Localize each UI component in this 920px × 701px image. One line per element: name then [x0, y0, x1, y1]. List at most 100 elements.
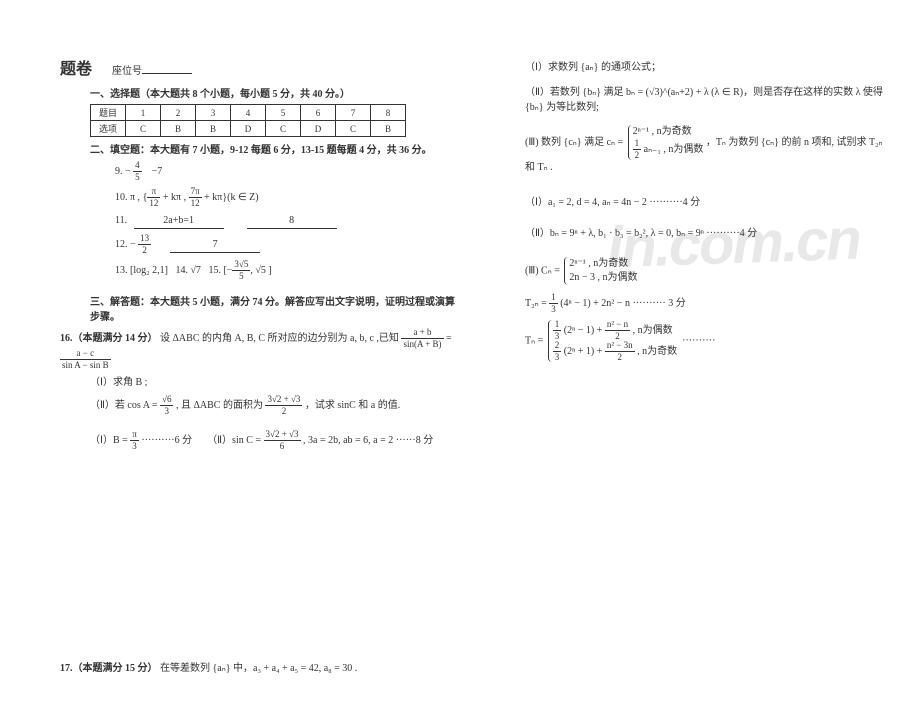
t: T₂ₙ =: [525, 298, 547, 309]
num: 3√2 + √3: [264, 430, 301, 441]
frac: 45: [133, 161, 142, 182]
r-p1: （Ⅰ）求数列 {aₙ} 的通项公式；: [525, 60, 890, 75]
frac: a − csin A − sin B: [60, 349, 111, 370]
den: 5: [232, 271, 250, 281]
num: n² − n: [605, 320, 630, 331]
t: (Ⅲ) Cₙ =: [525, 265, 560, 276]
row-label: 题目: [91, 105, 126, 121]
den: 2: [265, 406, 302, 416]
r-a2: （Ⅱ）bₙ = 9ⁿ + λ, b₁ · b₃ = b₂², λ = 0, bₙ…: [525, 226, 890, 241]
ans-cell: C: [266, 121, 301, 137]
c1: 13 (2ⁿ − 1) + n² − n2 , n为偶数: [553, 320, 677, 341]
num: π: [147, 187, 160, 198]
q16-p1: （Ⅰ）求角 B ;: [90, 375, 455, 390]
blank2: 7: [170, 237, 260, 253]
eq: =: [446, 333, 452, 344]
frac: n² − n2: [605, 320, 630, 341]
r-p2: （Ⅱ）若数列 {bₙ} 满足 bₙ = (√3)^(aₙ+2) + λ (λ ∈…: [525, 85, 890, 115]
col-head: 8: [371, 105, 406, 121]
num: 2: [553, 341, 562, 352]
t: （Ⅱ）sin C =: [207, 435, 261, 446]
row-label: 选项: [91, 121, 126, 137]
qnum: 11.: [115, 215, 127, 226]
col-head: 2: [161, 105, 196, 121]
num: 4: [133, 161, 142, 172]
frac: 3√55: [232, 260, 250, 281]
c2: 12 aₙ₋₁ , n为偶数: [633, 139, 704, 160]
seat-text: 座位号: [112, 66, 142, 77]
num: 1: [633, 139, 642, 150]
frac: 132: [138, 234, 151, 255]
section3-heading: 三、解答题：本大题共 5 小题，满分 74 分。解答应写出文字说明，证明过程或演…: [90, 293, 455, 323]
col-head: 5: [266, 105, 301, 121]
frac: √63: [160, 395, 173, 416]
p1: [log₂ 2,1]: [130, 265, 168, 276]
table-row: 选项 C B B D C D C B: [91, 121, 406, 137]
pref: π ,: [130, 192, 140, 203]
q16-ans: （Ⅰ）B = π3 ··········6 分 （Ⅱ）sin C = 3√2 +…: [90, 430, 455, 451]
frac: 12: [633, 139, 642, 160]
case: 2ⁿ⁻¹ , n为奇数 12 aₙ₋₁ , n为偶数: [628, 125, 704, 160]
frac: 13: [549, 293, 558, 314]
col-head: 1: [126, 105, 161, 121]
q17: 17.（本题满分 15 分） 在等差数列 {aₙ} 中，a₃ + a₄ + a₅…: [60, 661, 455, 676]
t: （Ⅱ）若 cos A =: [90, 400, 158, 411]
num: π: [130, 430, 139, 441]
r-t2n: T₂ₙ = 13 (4ⁿ − 1) + 2n² − n ·········· 3…: [525, 293, 890, 314]
section2-heading: 二、填空题：本大题有 7 小题，9-12 每题 6 分，13-15 题每题 4 …: [90, 141, 455, 156]
body: 在等差数列 {aₙ} 中，a₃ + a₄ + a₅ = 42, a₈ = 30 …: [160, 663, 357, 674]
q13: 13. [log₂ 2,1] 14. √7 15. [−3√55, √5 ]: [115, 260, 455, 281]
qnum: 12.: [115, 239, 128, 250]
c2: 23 (2ⁿ + 1) + n² − 3n2 , n为奇数: [553, 341, 677, 362]
den: 3: [130, 441, 139, 451]
den: 12: [147, 198, 160, 208]
table-row: 题目 1 2 3 4 5 6 7 8: [91, 105, 406, 121]
label: （本题满分 15 分）: [73, 663, 158, 674]
frac: 23: [553, 341, 562, 362]
frac: π12: [147, 187, 160, 208]
num: a + b: [401, 328, 443, 339]
left-column: 题卷 座位号 一、选择题（本大题共 8 个小题，每小题 5 分，共 40 分。）…: [60, 55, 455, 681]
den: 6: [264, 441, 301, 451]
qnum: 10.: [115, 192, 128, 203]
den: 2: [633, 150, 642, 160]
den: sin(A + B): [401, 339, 443, 349]
ans-cell: C: [336, 121, 371, 137]
case: 13 (2ⁿ − 1) + n² − n2 , n为偶数 23 (2ⁿ + 1)…: [548, 320, 677, 362]
t: (4ⁿ − 1) + 2n² − n ·········· 3 分: [560, 298, 686, 309]
t: ，试求 sinC 和 a 的值.: [305, 400, 400, 411]
num: n² − 3n: [605, 341, 635, 352]
page-title: 题卷: [60, 55, 92, 79]
q16-p2: （Ⅱ）若 cos A = √63 , 且 ΔABC 的面积为 3√2 + √32…: [90, 395, 455, 416]
qnum: 9.: [115, 166, 123, 177]
den: 3: [549, 304, 558, 314]
den: 2: [138, 245, 151, 255]
den: 3: [160, 406, 173, 416]
den: sin A − sin B: [60, 360, 111, 370]
den: 12: [189, 198, 202, 208]
frac: n² − 3n2: [605, 341, 635, 362]
num: a − c: [60, 349, 111, 360]
t: (2ⁿ + 1) +: [564, 346, 603, 357]
tail: ··········: [682, 335, 715, 346]
q10: 10. π , {π12 + kπ , 7π12 + kπ}(k ∈ Z): [115, 187, 455, 208]
frac: 13: [553, 320, 562, 341]
p3b: , √5 ]: [250, 265, 271, 276]
case: 2ⁿ⁻¹ , n为奇数 2n − 3 , n为偶数: [564, 257, 637, 285]
t: aₙ₋₁ , n为偶数: [644, 144, 704, 155]
ans2: −7: [152, 166, 163, 177]
den: 5: [133, 172, 142, 182]
qnum: 16.: [60, 333, 73, 344]
r-p3: (Ⅲ) 数列 {cₙ} 满足 cₙ = 2ⁿ⁻¹ , n为奇数 12 aₙ₋₁ …: [525, 125, 890, 175]
r-a3: (Ⅲ) Cₙ = 2ⁿ⁻¹ , n为奇数 2n − 3 , n为偶数: [525, 257, 890, 285]
col-head: 3: [196, 105, 231, 121]
t: Tₙ =: [525, 336, 543, 347]
c1: 2ⁿ⁻¹ , n为奇数: [569, 257, 637, 271]
num: 1: [553, 320, 562, 331]
t: , n为奇数: [637, 346, 677, 357]
p2n: 14.: [175, 265, 188, 276]
r-tn: Tₙ = 13 (2ⁿ − 1) + n² − n2 , n为偶数 23 (2ⁿ…: [525, 320, 890, 362]
frac: 3√2 + √32: [265, 395, 302, 416]
blank1: 2a+b=1: [134, 213, 224, 229]
p3n: 15.: [208, 265, 221, 276]
